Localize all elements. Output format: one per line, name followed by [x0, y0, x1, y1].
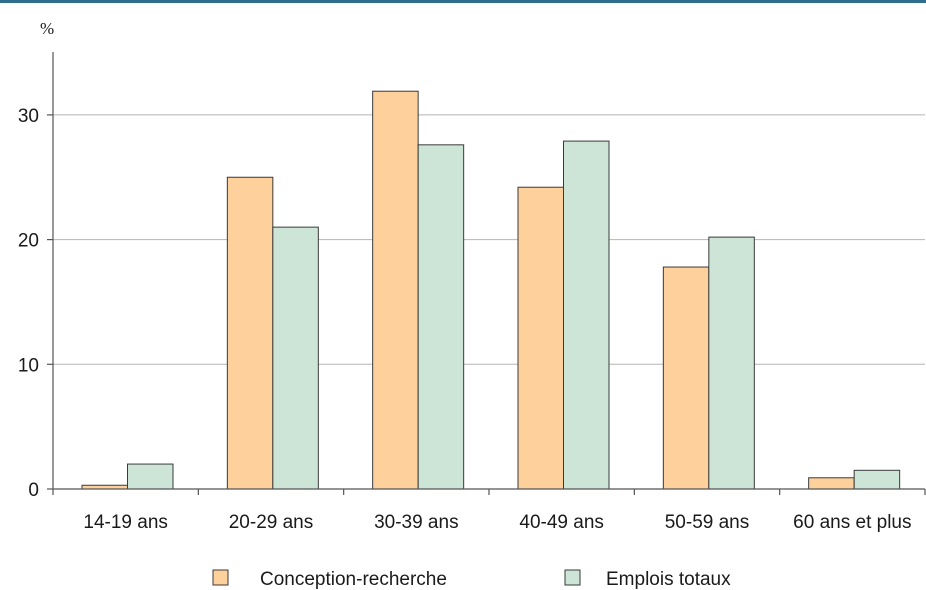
bar-emplois-totaux — [708, 236, 755, 490]
axes — [52, 52, 925, 490]
bar-emplois-totaux — [417, 144, 465, 490]
legend-label: Emplois totaux — [606, 569, 731, 590]
x-tick-label: 30-39 ans — [374, 512, 459, 533]
bar-conception-recherche — [517, 186, 564, 490]
y-unit-label: % — [40, 19, 54, 38]
x-ticks: 14-19 ans 20-29 ans 30-39 ans 40-49 ans 50-5… — [52, 489, 926, 533]
y-tick-label: 20 — [18, 231, 39, 252]
x-tick-label: 60 ans et plus — [793, 512, 911, 533]
bar-emplois-totaux — [127, 463, 174, 490]
y-tick-label: 0 — [28, 480, 39, 501]
legend-label: Conception-recherche — [260, 569, 447, 590]
bar-conception-recherche — [372, 90, 419, 490]
legend-swatch — [212, 569, 229, 586]
y-ticks: 0 10 20 30 — [18, 106, 53, 501]
legend: Conception-recherche Emplois totaux — [212, 569, 731, 590]
x-tick-label: 14-19 ans — [83, 512, 168, 533]
bar-conception-recherche — [226, 176, 274, 490]
y-tick-label: 10 — [18, 355, 39, 376]
y-tick-label: 30 — [18, 106, 39, 127]
x-tick-label: 50-59 ans — [665, 512, 750, 533]
bar-conception-recherche — [662, 266, 710, 490]
bar-conception-recherche — [808, 477, 855, 490]
top-rule — [0, 0, 926, 3]
bar-emplois-totaux — [272, 226, 319, 490]
bars — [81, 90, 901, 490]
bar-emplois-totaux — [563, 140, 610, 490]
bar-emplois-totaux — [853, 469, 901, 490]
x-tick-label: 20-29 ans — [229, 512, 314, 533]
gridlines — [53, 114, 925, 365]
legend-swatch — [564, 569, 581, 586]
x-tick-label: 40-49 ans — [519, 512, 604, 533]
